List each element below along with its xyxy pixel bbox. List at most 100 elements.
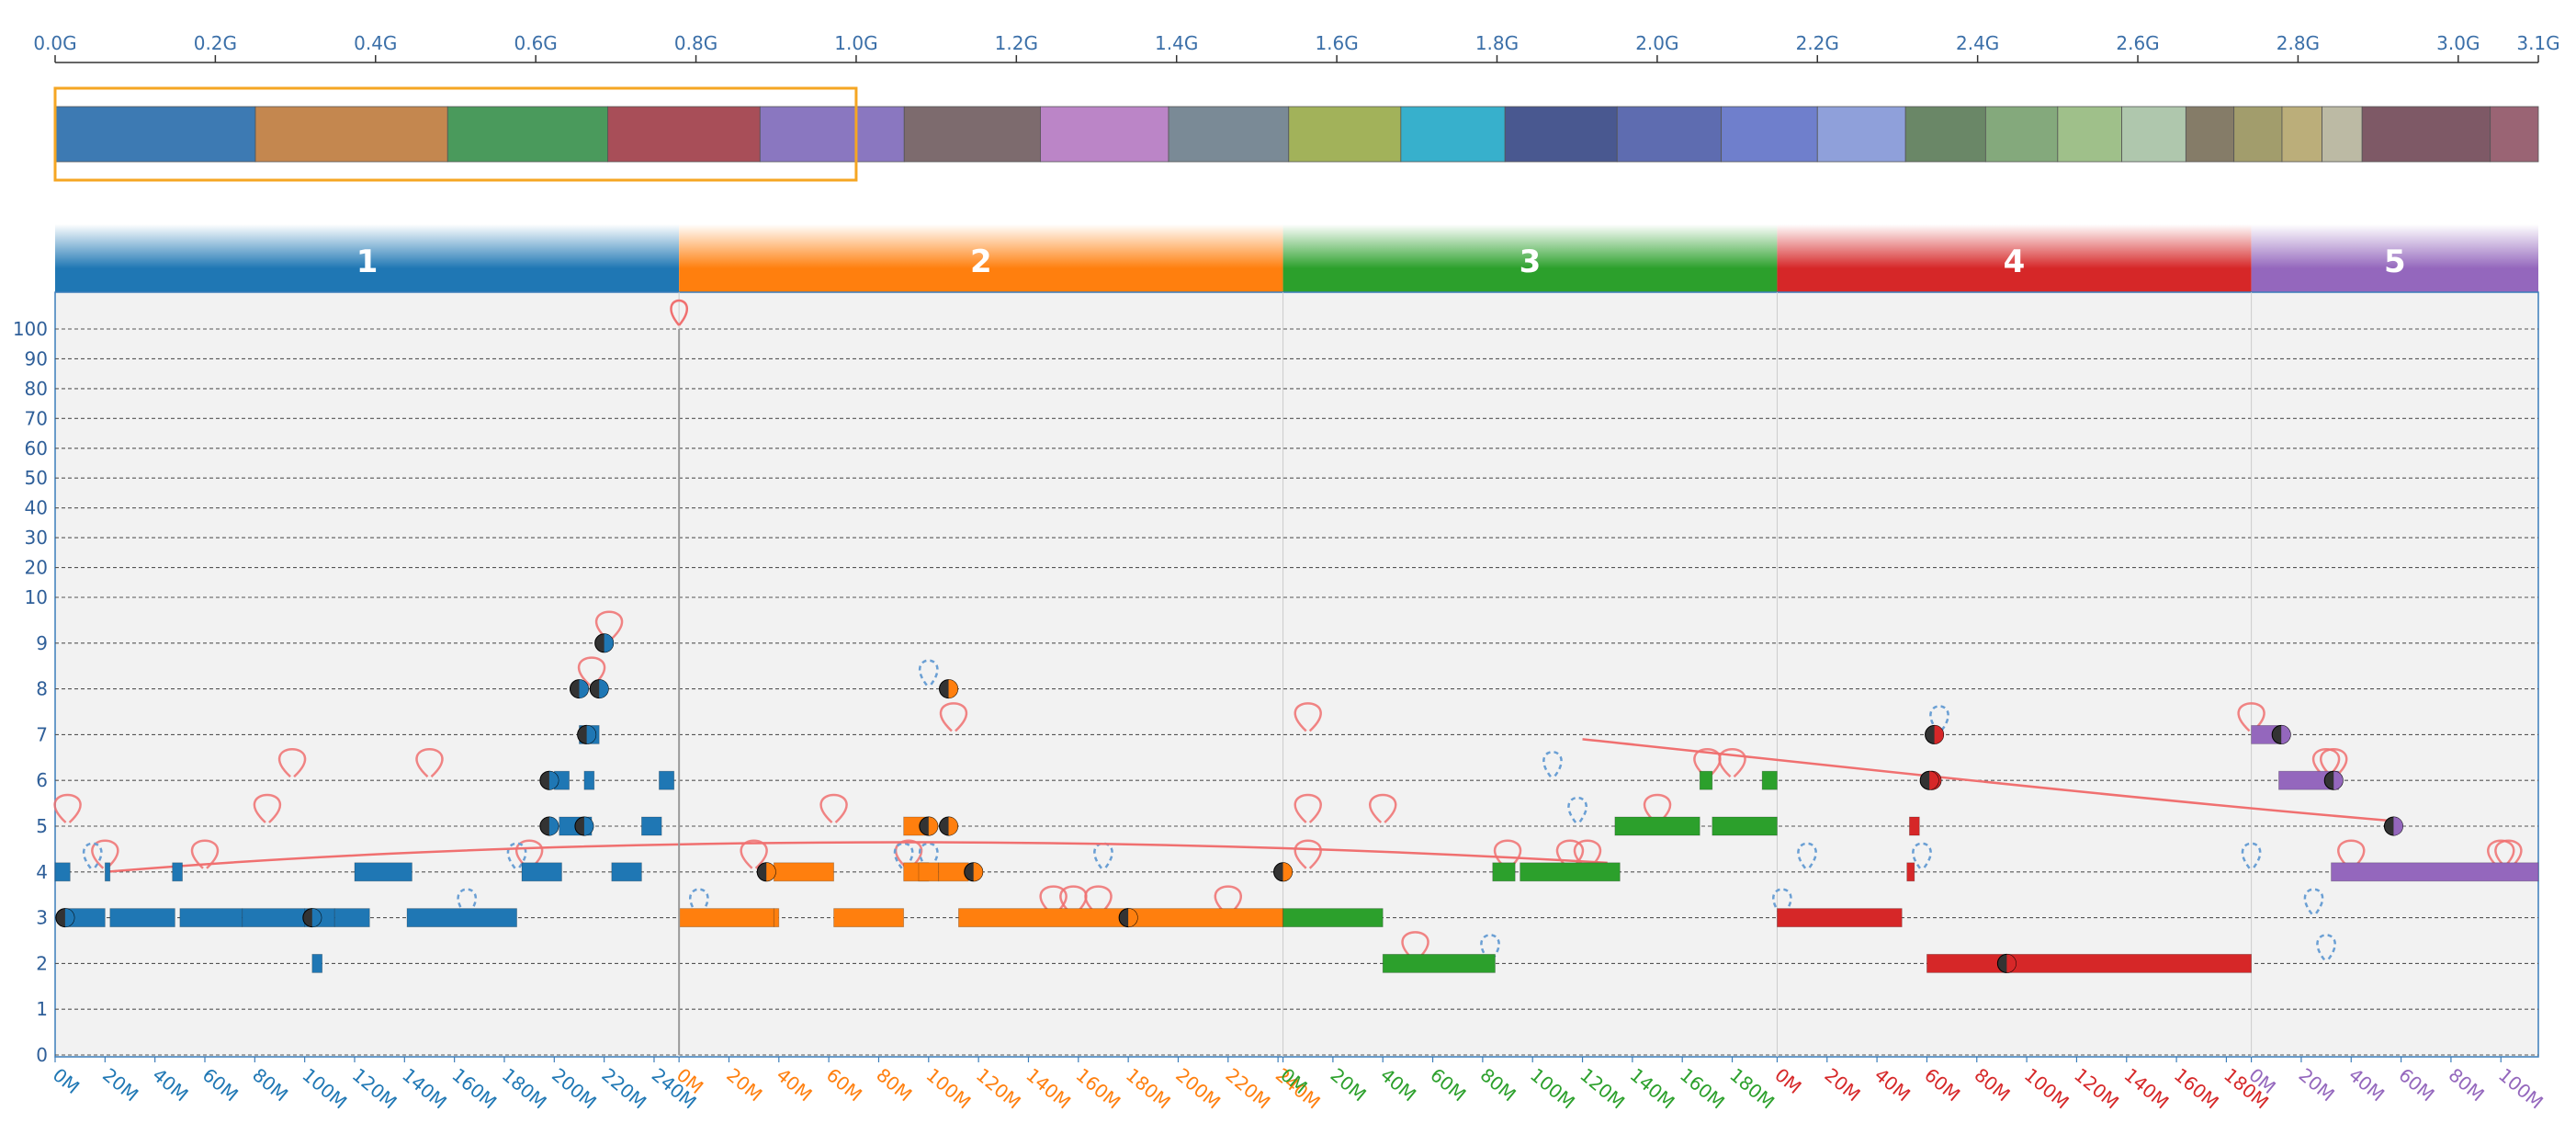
cn-segment[interactable] bbox=[333, 908, 370, 927]
cn-segment[interactable] bbox=[172, 862, 183, 882]
cn-segment[interactable] bbox=[54, 862, 71, 882]
sv-arc bbox=[819, 793, 848, 823]
cn-segment[interactable] bbox=[354, 862, 412, 882]
sv-arc-dashed bbox=[1567, 796, 1587, 823]
overview-tick-label: 0.4G bbox=[354, 32, 397, 54]
y-tick-label: 0 bbox=[36, 1044, 48, 1066]
overview-block[interactable] bbox=[2185, 106, 2235, 163]
overview-block[interactable] bbox=[607, 106, 761, 163]
overview-block[interactable] bbox=[1504, 106, 1618, 163]
cn-segment[interactable] bbox=[583, 770, 595, 790]
cn-segment[interactable] bbox=[833, 908, 905, 927]
cn-segment[interactable] bbox=[1909, 816, 1920, 836]
sv-arc bbox=[53, 793, 82, 823]
cn-segment[interactable] bbox=[311, 954, 323, 973]
overview-block[interactable] bbox=[903, 106, 1041, 163]
overview-block[interactable] bbox=[1984, 106, 2059, 163]
x-tick-label: 140M bbox=[398, 1063, 451, 1113]
cn-segment[interactable] bbox=[1614, 816, 1700, 836]
cn-segment[interactable] bbox=[1712, 816, 1778, 836]
cn-segment[interactable] bbox=[1699, 770, 1713, 790]
sv-arc bbox=[190, 839, 220, 869]
genome-overview[interactable]: 0.0G 0.2G 0.4G 0.6G 0.8G 1.0G 1.2G 1.4G 1.6G 1.8G… bbox=[33, 32, 2560, 182]
overview-tick-label: 3.0G bbox=[2436, 32, 2480, 54]
cn-segment[interactable] bbox=[678, 908, 774, 927]
overview-block[interactable] bbox=[759, 106, 905, 163]
chromosome-label: 2 bbox=[970, 244, 992, 280]
x-tick-label: 20M bbox=[1821, 1063, 1865, 1106]
chromosome-label: 3 bbox=[1520, 244, 1542, 280]
overview-block[interactable] bbox=[1816, 106, 1906, 163]
x-tick-label: 160M bbox=[1072, 1063, 1125, 1113]
overview-selection-box[interactable] bbox=[53, 86, 858, 182]
overview-block[interactable] bbox=[1400, 106, 1506, 163]
cn-segment[interactable] bbox=[104, 862, 111, 882]
y-tick-label: 60 bbox=[25, 437, 48, 459]
cn-segment[interactable] bbox=[773, 908, 780, 927]
cn-segment[interactable] bbox=[659, 770, 675, 790]
overview-block[interactable] bbox=[446, 106, 609, 163]
chromosome-header-4[interactable] bbox=[1777, 224, 2252, 292]
overview-block[interactable] bbox=[2490, 106, 2539, 163]
cn-segment[interactable] bbox=[2331, 862, 2539, 882]
cn-segment[interactable] bbox=[611, 862, 642, 882]
overview-block[interactable] bbox=[1721, 106, 1818, 163]
overview-block[interactable] bbox=[2281, 106, 2322, 163]
cn-segment[interactable] bbox=[1761, 770, 1778, 790]
overview-tick-label: 0.8G bbox=[674, 32, 717, 54]
x-tick-label: 20M bbox=[1327, 1063, 1371, 1106]
cn-segment[interactable] bbox=[1282, 908, 1384, 927]
breakpoint-marker-half bbox=[1128, 908, 1138, 927]
sv-arc bbox=[2487, 839, 2515, 869]
cn-segment[interactable] bbox=[179, 908, 243, 927]
cn-segment[interactable] bbox=[773, 862, 834, 882]
sv-arc bbox=[594, 610, 624, 641]
cn-segment[interactable] bbox=[1926, 954, 2252, 973]
sv-arc bbox=[2311, 748, 2341, 778]
cn-segment[interactable] bbox=[1777, 908, 1903, 927]
overview-block[interactable] bbox=[2322, 106, 2363, 163]
overview-block[interactable] bbox=[54, 106, 256, 163]
overview-block[interactable] bbox=[1040, 106, 1169, 163]
cn-segment[interactable] bbox=[242, 908, 306, 927]
x-tick-label: 180M bbox=[1122, 1063, 1175, 1113]
overview-block[interactable] bbox=[2361, 106, 2491, 163]
chromosome-header-1[interactable] bbox=[55, 224, 680, 292]
x-tick-label: 120M bbox=[972, 1063, 1025, 1113]
overview-block[interactable] bbox=[1288, 106, 1402, 163]
x-tick-label: 60M bbox=[822, 1063, 866, 1106]
breakpoint-marker-half bbox=[766, 862, 776, 881]
x-tick-label: 100M bbox=[2020, 1063, 2073, 1113]
overview-block[interactable] bbox=[1904, 106, 1986, 163]
cn-segment[interactable] bbox=[1906, 862, 1915, 882]
sv-arc bbox=[415, 748, 444, 778]
chromosome-header-2[interactable] bbox=[679, 224, 1283, 292]
cn-segment[interactable] bbox=[918, 862, 940, 882]
overview-block[interactable] bbox=[1168, 106, 1290, 163]
cn-segment[interactable] bbox=[640, 816, 662, 836]
sv-arc bbox=[577, 656, 606, 686]
chromosome-header-5[interactable] bbox=[2251, 224, 2538, 292]
overview-block[interactable] bbox=[2121, 106, 2186, 163]
overview-block[interactable] bbox=[254, 106, 448, 163]
chromosome-label: 5 bbox=[2384, 244, 2406, 280]
overview-block[interactable] bbox=[1616, 106, 1723, 163]
cn-segment[interactable] bbox=[521, 862, 562, 882]
sv-arc bbox=[2237, 702, 2265, 732]
cn-segment[interactable] bbox=[1382, 954, 1496, 973]
chromosome-header-3[interactable] bbox=[1282, 224, 1778, 292]
overview-block[interactable] bbox=[2057, 106, 2122, 163]
overview-tick-label: 1.2G bbox=[995, 32, 1038, 54]
sv-arc-dashed bbox=[1772, 888, 1792, 915]
sv-arc-dashed bbox=[457, 888, 477, 915]
breakpoint-marker-half bbox=[311, 908, 322, 927]
x-tick-label: 20M bbox=[98, 1063, 142, 1106]
overview-block[interactable] bbox=[2233, 106, 2283, 163]
overview-tick-label: 0.6G bbox=[514, 32, 558, 54]
cn-segment[interactable] bbox=[1492, 862, 1516, 882]
overview-tick-label: 1.6G bbox=[1315, 32, 1358, 54]
cn-segment[interactable] bbox=[1520, 862, 1621, 882]
cn-segment[interactable] bbox=[406, 908, 517, 927]
cn-segment[interactable] bbox=[109, 908, 175, 927]
